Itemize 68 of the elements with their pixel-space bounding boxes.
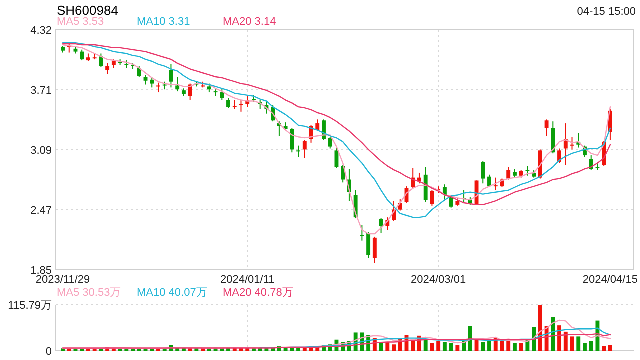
bar <box>589 341 594 351</box>
bar <box>468 326 472 351</box>
bar <box>564 332 568 351</box>
candlestick <box>290 128 294 154</box>
candlestick <box>150 76 154 88</box>
bar <box>456 345 460 351</box>
bar <box>519 343 524 351</box>
candlestick <box>379 218 384 234</box>
x-tick-label: 2024/03/01 <box>411 274 466 286</box>
y-tick-label: 3.09 <box>30 145 52 157</box>
candlestick <box>176 76 180 92</box>
bar <box>488 341 492 351</box>
candlestick <box>488 174 492 188</box>
bar <box>392 344 396 351</box>
x-tick-label: 2024/04/15 <box>582 274 638 286</box>
line-series <box>260 328 612 348</box>
candlestick <box>80 49 84 62</box>
text: MA10 3.31 <box>137 16 190 28</box>
candlestick <box>328 136 332 150</box>
text: MA5 30.53万 <box>57 287 122 299</box>
candlestick <box>99 53 104 68</box>
candlestick <box>106 62 110 75</box>
candlestick <box>341 164 346 184</box>
text: MA10 40.07万 <box>137 287 208 299</box>
candlestick <box>302 140 307 159</box>
candlestick <box>494 177 498 191</box>
candlestick <box>372 236 377 264</box>
candlestick <box>226 98 230 109</box>
candlestick <box>316 119 320 132</box>
line-series <box>62 333 612 349</box>
chart-title: SH600984 <box>57 3 118 18</box>
candlestick <box>220 89 224 101</box>
candlestick <box>360 224 364 242</box>
y-tick-label: 3.71 <box>30 85 52 97</box>
candlestick <box>430 190 434 206</box>
bar <box>538 305 542 351</box>
bar <box>558 326 562 351</box>
candlestick <box>442 184 447 202</box>
y-tick-label: 4.32 <box>30 25 52 37</box>
y-tick-label: 115.79万 <box>8 300 52 312</box>
bar <box>576 336 581 351</box>
text: MA20 3.14 <box>223 16 276 28</box>
candlestick <box>144 74 148 86</box>
y-tick-label: 0 <box>46 346 52 358</box>
y-tick-label: 2.47 <box>30 205 52 217</box>
x-tick-label: 2024/01/11 <box>220 274 275 286</box>
candlestick <box>169 64 174 88</box>
bar <box>481 342 486 351</box>
bar <box>570 336 574 351</box>
bar <box>430 343 434 351</box>
bar <box>608 345 612 351</box>
candlestick <box>296 145 301 158</box>
bar <box>583 343 587 351</box>
x-tick-label: 2023/11/29 <box>36 274 90 286</box>
bar <box>602 346 606 351</box>
bar <box>512 343 517 351</box>
candlestick <box>558 148 562 164</box>
text: MA20 40.78万 <box>223 287 294 299</box>
candlestick <box>481 160 486 184</box>
series-label: MA5 3.53 <box>57 16 104 28</box>
candlestick <box>506 166 511 180</box>
candlestick <box>544 119 549 137</box>
text: 04-15 15:00 <box>577 6 636 18</box>
candlestick <box>526 166 530 176</box>
bar <box>449 343 454 351</box>
candlestick <box>366 232 371 259</box>
candlestick <box>156 82 160 94</box>
bar <box>442 342 447 351</box>
